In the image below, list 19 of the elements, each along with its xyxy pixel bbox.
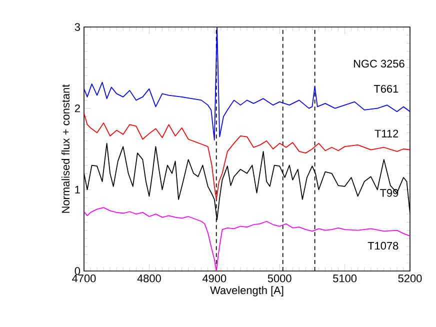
annotation: NGC 3256 — [354, 60, 404, 68]
y-axis-title: Normalised flux + constant — [62, 84, 70, 213]
y-tick-label: 3 — [74, 23, 80, 31]
y-tick-label: 2 — [74, 104, 80, 112]
x-tick-label: 4900 — [202, 274, 226, 282]
x-tick-label: 4800 — [137, 274, 161, 282]
x-tick-label: 5100 — [333, 274, 357, 282]
series-label: T99 — [380, 189, 398, 197]
series-label: T1078 — [368, 242, 398, 250]
series-label: T112 — [374, 130, 398, 138]
x-tick-label: 5000 — [268, 274, 292, 282]
series-label: T661 — [374, 84, 398, 93]
y-tick-label: 1 — [75, 186, 80, 194]
x-tick-label: 4700 — [72, 274, 96, 282]
line-series — [84, 27, 410, 140]
x-axis-title: Wavelength [A] — [210, 286, 284, 296]
y-tick-label: 0 — [74, 267, 80, 275]
x-tick-label: 5200 — [398, 274, 422, 282]
line-series — [84, 112, 410, 200]
